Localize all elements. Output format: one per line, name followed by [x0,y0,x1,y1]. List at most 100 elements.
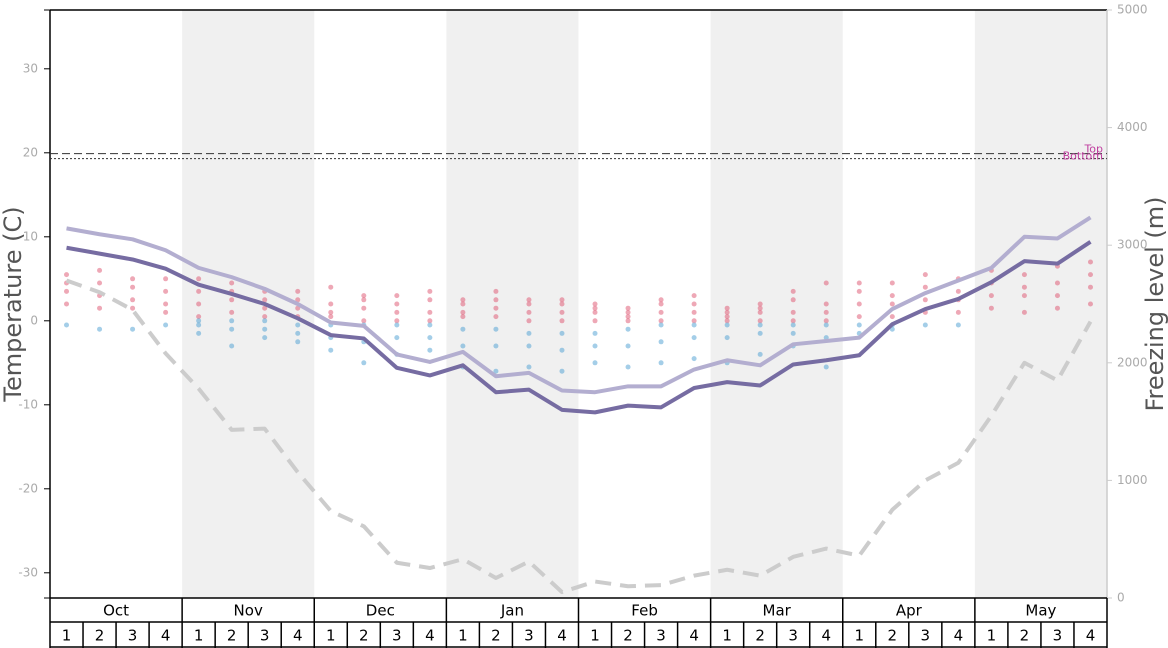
temp-dot [97,326,103,332]
temp-dot [1021,284,1027,290]
temp-dot [427,335,433,341]
week-label: 2 [1020,627,1030,645]
temp-dot [856,322,862,328]
temp-dot [526,330,532,336]
week-label: 3 [656,627,666,645]
temp-dot [526,301,532,307]
temp-dot [592,330,598,336]
temp-dot [691,301,697,307]
week-label: 4 [161,627,171,645]
temp-dot [394,335,400,341]
week-label: 4 [821,627,831,645]
temp-dot [823,309,829,315]
temp-dot [526,309,532,315]
week-label: 2 [755,627,765,645]
temp-dot [724,322,730,328]
week-label: 1 [722,627,732,645]
temp-dot [130,297,136,303]
temp-dot [130,305,136,311]
temp-dot [889,293,895,299]
temp-dot [361,297,367,303]
week-label: 4 [293,627,303,645]
week-label: 3 [788,627,798,645]
temp-dot [625,326,631,332]
temp-dot [328,347,334,353]
week-label: 2 [95,627,105,645]
temp-dot [658,360,664,366]
week-label: 4 [1086,627,1096,645]
temp-dot [1054,280,1060,286]
y2-tick-label: 4000 [1117,120,1148,134]
temp-dot [394,318,400,324]
week-label: 2 [359,627,369,645]
temp-dot [328,301,334,307]
temp-dot [988,305,994,311]
temp-dot [559,330,565,336]
temp-dot [757,305,763,311]
week-label: 3 [1053,627,1063,645]
week-label: 2 [888,627,898,645]
temp-dot [724,309,730,315]
temp-dot [229,280,235,286]
month-label: Feb [631,602,658,620]
temp-dot [988,293,994,299]
temp-dot [625,305,631,311]
temp-dot [64,288,70,294]
temp-dot [724,335,730,341]
temp-dot [1054,293,1060,299]
temp-dot [559,347,565,353]
y-tick-label: -10 [18,397,38,411]
series-line [66,215,1092,395]
temp-dot [1054,305,1060,311]
temp-dot [559,297,565,303]
temp-dot [97,305,103,311]
temp-dot [493,314,499,320]
week-label: 1 [854,627,864,645]
temp-dot [1087,284,1093,290]
temp-dot [64,322,70,328]
temp-dot [559,368,565,374]
temp-dot [691,318,697,324]
y-axis-label: Temperature (C) [0,206,27,402]
temp-dot [427,288,433,294]
temp-dot [658,318,664,324]
temp-dot [295,297,301,303]
temp-dot [64,272,70,278]
week-label: 4 [689,627,699,645]
temp-dot [427,318,433,324]
y2-tick-label: 3000 [1117,238,1148,252]
temp-dot [1021,293,1027,299]
temp-dot [856,301,862,307]
temp-dot [427,297,433,303]
temp-dot [1087,259,1093,265]
temp-dot [196,301,202,307]
month-shade [446,10,579,598]
temp-dot [394,322,400,328]
temp-dot [625,309,631,315]
temp-dot [559,309,565,315]
temp-dot [493,305,499,311]
temp-dot [955,322,961,328]
y2-tick-label: 0 [1117,591,1125,605]
temp-dot [757,322,763,328]
temp-dot [460,326,466,332]
temp-dot [757,318,763,324]
temp-dot [295,330,301,336]
temp-dot [757,351,763,357]
temp-dot [625,318,631,324]
week-label: 4 [954,627,964,645]
week-label: 2 [227,627,237,645]
temp-dot [163,301,169,307]
temp-dot [460,301,466,307]
temp-dot [460,343,466,349]
temp-dot [97,280,103,286]
temp-dot [427,309,433,315]
temp-dot [328,284,334,290]
week-label: 3 [128,627,138,645]
temp-dot [856,280,862,286]
temp-dot [328,309,334,315]
temp-dot [724,314,730,320]
temp-dot [724,305,730,311]
temp-dot [823,322,829,328]
